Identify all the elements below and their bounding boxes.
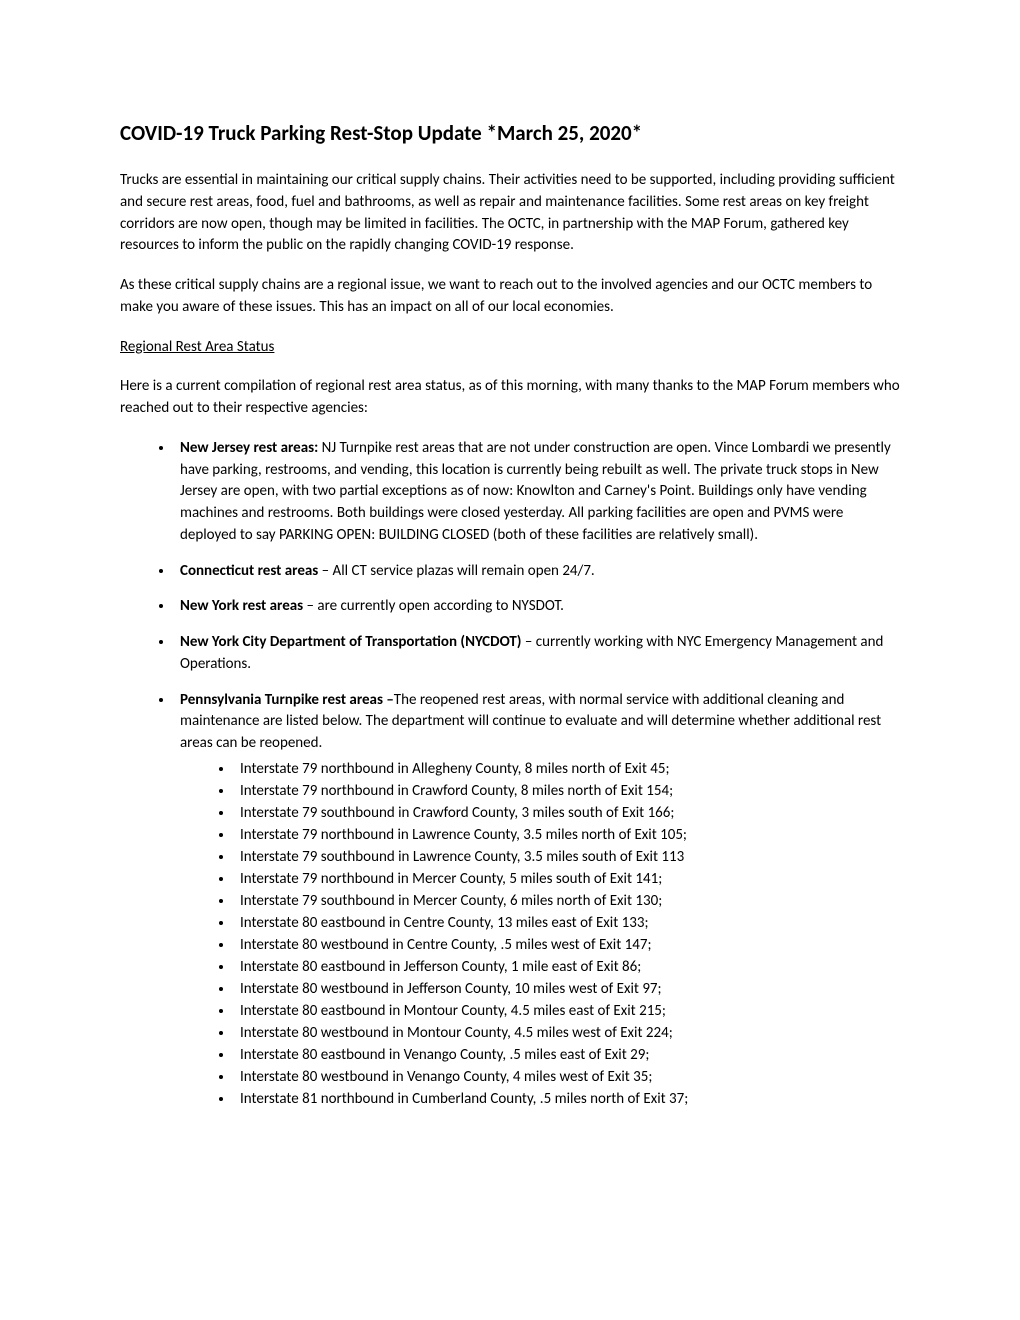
sublist-item: Interstate 79 northbound in Mercer Count…: [234, 869, 900, 890]
sublist-item: Interstate 80 eastbound in Montour Count…: [234, 1001, 900, 1022]
list-item-bold: Connecticut rest areas: [180, 562, 318, 580]
sublist-item: Interstate 80 westbound in Venango Count…: [234, 1067, 900, 1088]
document-page: COVID-19 Truck Parking Rest-Stop Update …: [0, 0, 1020, 1184]
sublist-item: Interstate 80 eastbound in Jefferson Cou…: [234, 957, 900, 978]
list-item: Connecticut rest areas – All CT service …: [174, 561, 900, 583]
sublist-item: Interstate 80 eastbound in Centre County…: [234, 913, 900, 934]
sublist-item: Interstate 79 northbound in Lawrence Cou…: [234, 825, 900, 846]
sublist-item: Interstate 80 westbound in Jefferson Cou…: [234, 979, 900, 1000]
list-item: New Jersey rest areas: NJ Turnpike rest …: [174, 438, 900, 547]
sublist-item: Interstate 79 southbound in Crawford Cou…: [234, 803, 900, 824]
list-item: New York rest areas – are currently open…: [174, 596, 900, 618]
list-item-bold: New York City Department of Transportati…: [180, 633, 521, 651]
sublist-item: Interstate 79 northbound in Allegheny Co…: [234, 759, 900, 780]
section-intro: Here is a current compilation of regiona…: [120, 376, 900, 420]
intro-paragraph-2: As these critical supply chains are a re…: [120, 275, 900, 319]
page-title: COVID-19 Truck Parking Rest-Stop Update …: [120, 120, 900, 146]
sublist-item: Interstate 79 southbound in Mercer Count…: [234, 891, 900, 912]
list-item-bold: New York rest areas: [180, 597, 303, 615]
list-item-bold: New Jersey rest areas:: [180, 439, 318, 457]
sublist-item: Interstate 80 eastbound in Venango Count…: [234, 1045, 900, 1066]
sublist-item: Interstate 80 westbound in Montour Count…: [234, 1023, 900, 1044]
pa-sublist: Interstate 79 northbound in Allegheny Co…: [180, 759, 900, 1110]
list-item-text: – are currently open according to NYSDOT…: [303, 597, 564, 615]
list-item-bold: Pennsylvania Turnpike rest areas –: [180, 691, 394, 709]
list-item: New York City Department of Transportati…: [174, 632, 900, 676]
sublist-item: Interstate 81 northbound in Cumberland C…: [234, 1089, 900, 1110]
list-item-text: – All CT service plazas will remain open…: [318, 562, 594, 580]
sublist-item: Interstate 80 westbound in Centre County…: [234, 935, 900, 956]
intro-paragraph-1: Trucks are essential in maintaining our …: [120, 170, 900, 257]
section-heading: Regional Rest Area Status: [120, 337, 900, 359]
sublist-item: Interstate 79 northbound in Crawford Cou…: [234, 781, 900, 802]
sublist-item: Interstate 79 southbound in Lawrence Cou…: [234, 847, 900, 868]
rest-area-list: New Jersey rest areas: NJ Turnpike rest …: [120, 438, 900, 1110]
list-item: Pennsylvania Turnpike rest areas –The re…: [174, 690, 900, 1110]
